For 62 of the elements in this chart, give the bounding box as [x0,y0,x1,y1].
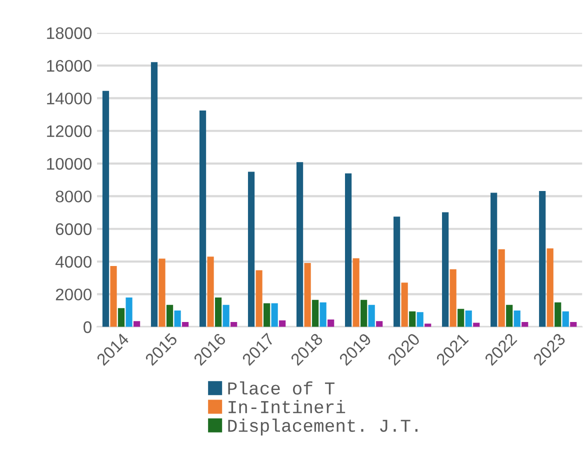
bar [150,62,158,327]
bar [126,297,132,327]
legend-label: Displacement. J.T. [228,418,418,436]
y-tick-label: 8000 [56,190,92,202]
bar [279,320,286,327]
bar [102,90,110,327]
bar [450,269,456,327]
bar [539,190,546,327]
y-tick-label: 6000 [56,223,92,236]
bar [248,172,255,327]
bar [312,300,319,327]
bar [506,304,513,327]
bar [376,321,383,327]
bar [207,256,214,327]
bar [296,162,304,327]
y-tick-label: 14000 [47,92,92,104]
y-tick-label: 12000 [47,125,92,138]
bar [328,320,334,327]
bar [222,304,230,327]
bar [352,258,360,327]
bar [320,302,326,327]
bar [498,249,505,327]
bar [368,304,375,327]
bar [562,311,569,327]
bar [514,310,520,327]
bar [394,216,400,327]
bar [182,322,189,327]
bar [174,310,181,327]
bar [199,110,206,327]
y-tick-label: 2000 [56,288,92,300]
bar [522,322,528,327]
bar [458,308,464,327]
y-tick-label: 4000 [55,256,92,268]
bar [401,282,408,327]
bar [409,311,416,327]
bar [264,303,270,327]
bar [360,300,368,327]
bar [442,212,449,327]
y-tick-label: 10000 [47,158,92,170]
y-tick-label: 18000 [47,27,92,40]
bar [304,263,311,327]
bar [118,308,125,327]
bar [345,173,352,327]
bar [256,270,262,327]
legend-label: Place of T [228,381,334,395]
bar [271,303,278,327]
y-tick-label: 16000 [47,60,92,72]
bar [158,258,166,327]
bar [134,321,140,327]
bar [166,304,174,327]
bar [465,310,472,327]
bar [546,248,554,327]
legend-label: In-Intineri [228,400,346,414]
bar [570,322,577,327]
bar [424,324,432,327]
y-tick-label: 0 [84,321,92,334]
bar [110,266,117,327]
bar [490,192,498,327]
bar [214,297,222,327]
bar [554,302,562,327]
bar [416,312,424,327]
bar [230,322,238,327]
